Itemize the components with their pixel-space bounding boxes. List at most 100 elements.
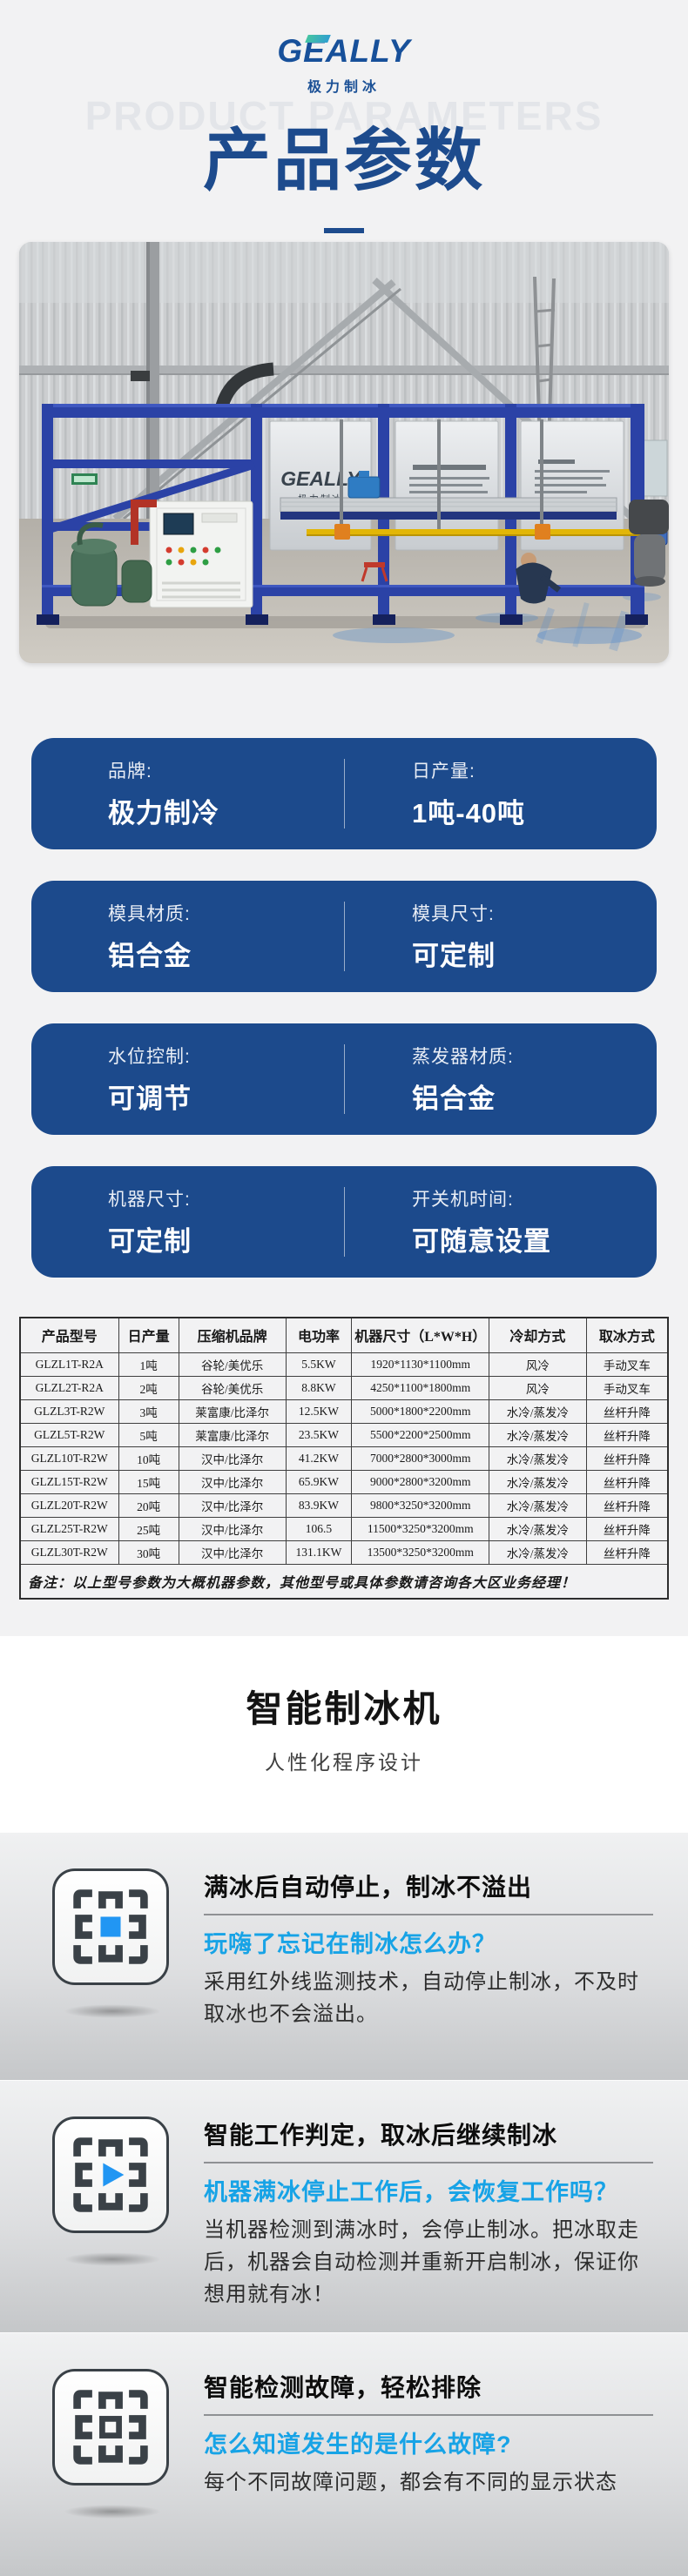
feature-icon-card [52,2369,169,2485]
table-cell: 41.2KW [285,1446,353,1471]
table-cell: 丝杆升降 [585,1516,669,1541]
logo-accent-shape [305,35,332,43]
table-cell: 汉中/比泽尔 [178,1540,287,1565]
brand-logo: GEALLY 极力制冰 [0,33,688,96]
table-row: GLZL20T-R2W 20吨 汉中/比泽尔 83.9KW 9800*3250*3200… [19,1493,669,1518]
spec-card-mold: 模具材质: 铝合金 模具尺寸: 可定制 [31,881,657,992]
table-row: GLZL25T-R2W 25吨 汉中/比泽尔 106.5 11500*3250*3200… [19,1516,669,1541]
table-cell: 11500*3250*3200mm [351,1516,490,1541]
table-cell: 手动叉车 [585,1352,669,1377]
feature-question: 机器满冰停止工作后，会恢复工作吗？ [204,2179,618,2205]
table-cell: 丝杆升降 [585,1446,669,1471]
table-cell: 5吨 [118,1422,179,1447]
spec-table-header: 产品型号 日产量 压缩机品牌 电功率 机器尺寸（L*W*H） 冷却方式 取冰方式 [19,1317,669,1353]
icon-shadow [64,2004,161,2018]
spec-label: 品牌: [108,761,152,782]
spec-label: 开关机时间: [412,1190,514,1210]
spec-card-water: 水位控制: 可调节 蒸发器材质: 铝合金 [31,1023,657,1135]
table-cell: GLZL3T-R2W [19,1399,119,1424]
feature-block-resume: 智能工作判定，取冰后继续制冰 机器满冰停止工作后，会恢复工作吗？ 当机器检测到满… [0,2080,688,2332]
table-row: GLZL3T-R2W 3吨 莱富康/比泽尔 12.5KW 5000*1800*2200m… [19,1399,669,1424]
table-cell: 5500*2200*2500mm [351,1422,490,1447]
table-cell: 丝杆升降 [585,1469,669,1494]
table-header-cell: 压缩机品牌 [178,1317,287,1353]
table-header-row: 产品型号 日产量 压缩机品牌 电功率 机器尺寸（L*W*H） 冷却方式 取冰方式 [19,1317,669,1353]
table-note: 备注：以上型号参数为大概机器参数，其他型号或具体参数请咨询各大区业务经理！ [19,1563,669,1600]
table-cell: GLZL20T-R2W [19,1493,119,1518]
grid-play-icon [73,2137,148,2212]
feature-description: 当机器检测到满冰时，会停止制冰。把冰取走后，机器会自动检测并重新开启制冰，保证你… [204,2218,639,2306]
smart-section-title: 智能制冰机 [246,1688,442,1729]
card-divider [344,759,345,828]
table-cell: 131.1KW [285,1540,353,1565]
table-cell: 13500*3250*3200mm [351,1540,490,1565]
smart-section: 智能制冰机 人性化程序设计 [0,1636,688,1832]
spec-value: 极力制冷 [108,798,219,828]
table-cell: 106.5 [285,1516,353,1541]
spec-card-list: 品牌: 极力制冷 日产量: 1吨-40吨 模具材质: 铝合金 模具尺寸: 可定制… [31,738,657,1309]
table-cell: 20吨 [118,1493,179,1518]
card-divider [344,1044,345,1114]
table-cell: 谷轮/美优乐 [178,1375,287,1400]
brand-logo-subtext: 极力制冰 [307,80,381,95]
grid-center-outline-icon [73,2390,148,2465]
title-underline [324,228,364,233]
spec-label: 蒸发器材质: [412,1047,514,1067]
page-title: 产品参数 [202,122,485,198]
spec-value: 铝合金 [108,941,192,971]
table-cell: GLZL2T-R2A [19,1375,119,1400]
feature-question: 怎么知道发生的是什么故障? [204,2432,512,2458]
brand-logo-text: GEALLY [277,33,410,70]
table-cell: GLZL10T-R2W [19,1446,119,1471]
table-cell: 2吨 [118,1375,179,1400]
spec-value: 可调节 [108,1083,192,1114]
table-cell: 丝杆升降 [585,1493,669,1518]
table-row: GLZL5T-R2W 5吨 莱富康/比泽尔 23.5KW 5500*2200*2500m… [19,1422,669,1447]
table-cell: 水冷/蒸发冷 [489,1422,587,1447]
spec-value: 铝合金 [412,1083,496,1114]
feature-block-auto-stop: 满冰后自动停止，制冰不溢出 玩嗨了忘记在制冰怎么办？ 采用红外线监测技术，自动停… [0,1832,688,2080]
table-cell: GLZL15T-R2W [19,1469,119,1494]
grid-center-filled-icon [73,1889,148,1964]
feature-icon-card [52,1868,169,1985]
table-cell: GLZL5T-R2W [19,1422,119,1447]
table-header-cell: 取冰方式 [585,1317,669,1353]
table-cell: 水冷/蒸发冷 [489,1493,587,1518]
table-cell: 谷轮/美优乐 [178,1352,287,1377]
spec-value: 可定制 [412,941,496,971]
feature-block-fault-detect: 智能检测故障，轻松排除 怎么知道发生的是什么故障? 每个不同故障问题，都会有不同… [0,2332,688,2576]
table-cell: 30吨 [118,1540,179,1565]
table-cell: 莱富康/比泽尔 [178,1422,287,1447]
feature-title: 智能工作判定，取冰后继续制冰 [204,2116,653,2163]
table-row: GLZL10T-R2W 10吨 汉中/比泽尔 41.2KW 7000*2800*3000… [19,1446,669,1471]
table-header-cell: 日产量 [118,1317,179,1353]
spec-label: 日产量: [412,761,476,782]
table-cell: 丝杆升降 [585,1540,669,1565]
table-note-row: 备注：以上型号参数为大概机器参数，其他型号或具体参数请咨询各大区业务经理！ [19,1563,669,1600]
table-cell: 汉中/比泽尔 [178,1469,287,1494]
feature-title: 满冰后自动停止，制冰不溢出 [204,1868,653,1915]
table-cell: 1吨 [118,1352,179,1377]
card-divider [344,902,345,971]
table-cell: 水冷/蒸发冷 [489,1540,587,1565]
spec-value: 可随意设置 [412,1226,551,1257]
icon-shadow [64,2505,161,2519]
table-cell: 汉中/比泽尔 [178,1516,287,1541]
spec-label: 水位控制: [108,1047,191,1067]
table-cell: 4250*1100*1800mm [351,1375,490,1400]
table-cell: 风冷 [489,1375,587,1400]
table-cell: 手动叉车 [585,1375,669,1400]
table-cell: 5.5KW [285,1352,353,1377]
spec-table-section: 产品型号 日产量 压缩机品牌 电功率 机器尺寸（L*W*H） 冷却方式 取冰方式 GLZL1… [19,1317,669,1600]
table-header-cell: 产品型号 [19,1317,119,1353]
table-cell: 风冷 [489,1352,587,1377]
spec-value: 1吨-40吨 [412,798,526,828]
product-photo: GEALLY 极力制冰 [19,242,669,663]
table-cell: GLZL30T-R2W [19,1540,119,1565]
spec-label: 模具尺寸: [412,904,495,924]
table-cell: 5000*1800*2200mm [351,1399,490,1424]
watermark-text: PRODUCT PARAMETERS [84,93,604,138]
feature-icon-card [52,2116,169,2233]
table-cell: 9800*3250*3200mm [351,1493,490,1518]
table-cell: 汉中/比泽尔 [178,1446,287,1471]
